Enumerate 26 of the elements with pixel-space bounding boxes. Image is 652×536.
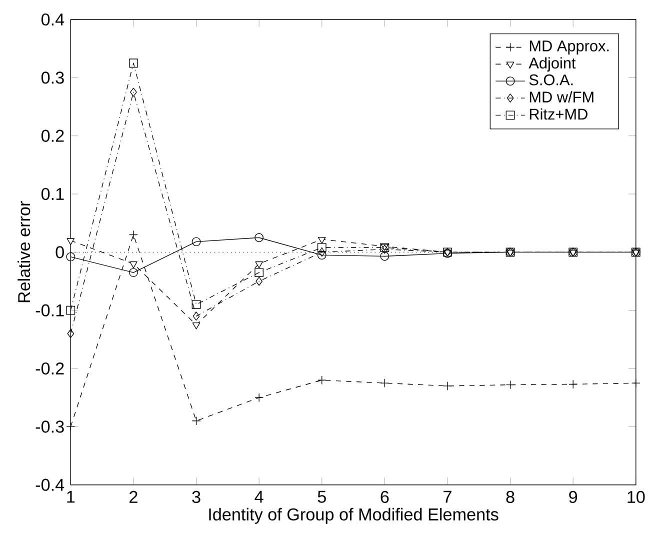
y-tick-label: 0.3 [41,72,64,84]
x-tick-label: 3 [192,490,200,504]
y-tick-label: 0.1 [41,188,64,200]
x-tick-label: 4 [254,490,264,503]
legend-label: MD w/FM [530,91,594,102]
legend-label: MD Approx. [530,40,609,54]
y-tick-label: 0 [56,246,64,258]
legend-label: Adjoint [528,57,576,72]
x-tick-label: 2 [130,490,138,503]
x-tick-label: 6 [380,490,389,504]
x-tick-label: 9 [569,490,578,504]
y-tick-label: -0.2 [36,362,64,375]
x-tick-label: 10 [628,490,645,504]
x-tick-label: 8 [506,490,514,504]
legend-label: S.O.A. [529,74,573,86]
y-tick-label: -0.4 [36,478,64,491]
y-axis-title: Relative error [18,201,30,302]
y-tick-label: -0.1 [36,304,64,316]
y-tick-label: 0.4 [41,13,64,26]
y-tick-label: 0.2 [41,130,64,142]
x-tick-label: 1 [67,490,75,503]
y-tick-label: -0.3 [36,420,64,433]
x-axis-title: Identity of Group of Modified Elements [209,508,498,524]
x-tick-label: 5 [318,490,326,503]
x-tick-label: 7 [444,490,452,503]
legend-label: Ritz+MD [530,108,588,120]
